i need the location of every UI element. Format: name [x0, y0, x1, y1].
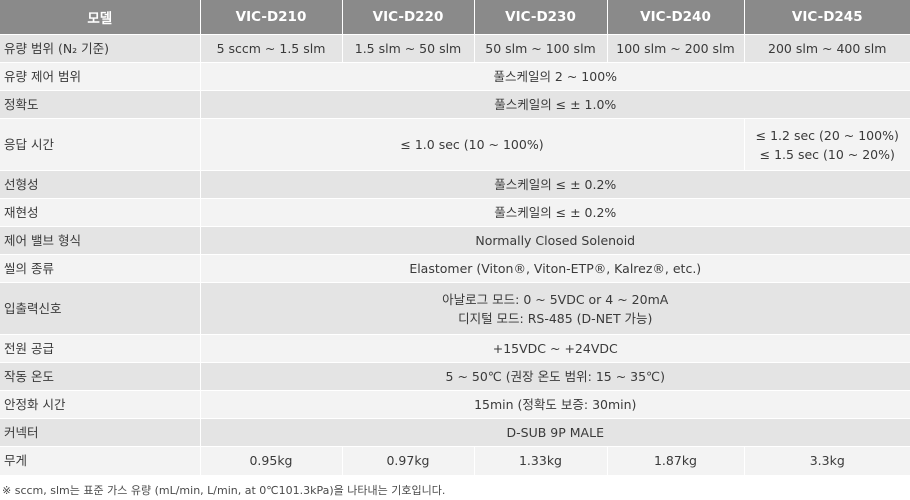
value-control-range: 풀스케일의 2 ~ 100% [200, 62, 910, 91]
value-connector: D-SUB 9P MALE [200, 418, 910, 447]
label-io-signal: 입출력신호 [0, 282, 201, 335]
header-row: 모델 VIC-D210 VIC-D220 VIC-D230 VIC-D240 V… [0, 0, 910, 35]
value-flow-range-d240: 100 slm ~ 200 slm [607, 34, 745, 63]
response-time-d245-line1: ≤ 1.2 sec (20 ~ 100%) [755, 127, 899, 143]
value-repeatability: 풀스케일의 ≤ ± 0.2% [200, 198, 910, 227]
label-warmup: 안정화 시간 [0, 390, 201, 419]
value-flow-range-d220: 1.5 slm ~ 50 slm [342, 34, 475, 63]
value-linearity: 풀스케일의 ≤ ± 0.2% [200, 170, 910, 199]
response-time-d245-line2: ≤ 1.5 sec (10 ~ 20%) [759, 146, 895, 162]
row-warmup: 안정화 시간 15min (정확도 보증: 30min) [0, 390, 910, 419]
value-warmup: 15min (정확도 보증: 30min) [200, 390, 910, 419]
value-response-time-d245: ≤ 1.2 sec (20 ~ 100%) ≤ 1.5 sec (10 ~ 20… [744, 118, 910, 171]
row-response-time: 응답 시간 ≤ 1.0 sec (10 ~ 100%) ≤ 1.2 sec (2… [0, 118, 910, 171]
label-operating-temp: 작동 온도 [0, 362, 201, 391]
spec-table: 모델 VIC-D210 VIC-D220 VIC-D230 VIC-D240 V… [0, 0, 910, 475]
row-seal-type: 씰의 종류 Elastomer (Viton®, Viton-ETP®, Kal… [0, 254, 910, 283]
header-model-vic-d230: VIC-D230 [474, 0, 608, 35]
value-weight-d210: 0.95kg [200, 446, 343, 475]
value-response-time: ≤ 1.0 sec (10 ~ 100%) [200, 118, 745, 171]
row-valve-type: 제어 밸브 형식 Normally Closed Solenoid [0, 226, 910, 255]
value-operating-temp: 5 ~ 50℃ (권장 온도 범위: 15 ~ 35℃) [200, 362, 910, 391]
value-weight-d220: 0.97kg [342, 446, 475, 475]
io-signal-digital: 디지털 모드: RS-485 (D-NET 가능) [458, 310, 653, 326]
value-io-signal: 아날로그 모드: 0 ~ 5VDC or 4 ~ 20mA 디지털 모드: RS… [200, 282, 910, 335]
row-operating-temp: 작동 온도 5 ~ 50℃ (권장 온도 범위: 15 ~ 35℃) [0, 362, 910, 391]
label-weight: 무게 [0, 446, 201, 475]
row-connector: 커넥터 D-SUB 9P MALE [0, 418, 910, 447]
label-connector: 커넥터 [0, 418, 201, 447]
label-accuracy: 정확도 [0, 90, 201, 119]
label-seal-type: 씰의 종류 [0, 254, 201, 283]
label-valve-type: 제어 밸브 형식 [0, 226, 201, 255]
label-control-range: 유량 제어 범위 [0, 62, 201, 91]
value-power: +15VDC ~ +24VDC [200, 334, 910, 363]
row-power: 전원 공급 +15VDC ~ +24VDC [0, 334, 910, 363]
value-valve-type: Normally Closed Solenoid [200, 226, 910, 255]
label-linearity: 선형성 [0, 170, 201, 199]
row-accuracy: 정확도 풀스케일의 ≤ ± 1.0% [0, 90, 910, 119]
header-model: 모델 [0, 0, 201, 35]
value-accuracy: 풀스케일의 ≤ ± 1.0% [200, 90, 910, 119]
label-repeatability: 재현성 [0, 198, 201, 227]
value-weight-d240: 1.87kg [607, 446, 745, 475]
header-model-vic-d220: VIC-D220 [342, 0, 475, 35]
value-flow-range-d210: 5 sccm ~ 1.5 slm [200, 34, 343, 63]
io-signal-analog: 아날로그 모드: 0 ~ 5VDC or 4 ~ 20mA [442, 291, 669, 307]
value-flow-range-d245: 200 slm ~ 400 slm [744, 34, 910, 63]
value-seal-type: Elastomer (Viton®, Viton-ETP®, Kalrez®, … [200, 254, 910, 283]
footnote: ※ sccm, slm는 표준 가스 유량 (mL/min, L/min, at… [2, 484, 446, 497]
row-weight: 무게 0.95kg 0.97kg 1.33kg 1.87kg 3.3kg [0, 446, 910, 475]
row-flow-range: 유량 범위 (N₂ 기준) 5 sccm ~ 1.5 slm 1.5 slm ~… [0, 34, 910, 63]
row-repeatability: 재현성 풀스케일의 ≤ ± 0.2% [0, 198, 910, 227]
row-control-range: 유량 제어 범위 풀스케일의 2 ~ 100% [0, 62, 910, 91]
header-model-vic-d210: VIC-D210 [200, 0, 343, 35]
label-response-time: 응답 시간 [0, 118, 201, 171]
value-weight-d245: 3.3kg [744, 446, 910, 475]
row-io-signal: 입출력신호 아날로그 모드: 0 ~ 5VDC or 4 ~ 20mA 디지털 … [0, 282, 910, 335]
row-linearity: 선형성 풀스케일의 ≤ ± 0.2% [0, 170, 910, 199]
header-model-vic-d245: VIC-D245 [744, 0, 910, 35]
value-flow-range-d230: 50 slm ~ 100 slm [474, 34, 608, 63]
label-flow-range: 유량 범위 (N₂ 기준) [0, 34, 201, 63]
value-weight-d230: 1.33kg [474, 446, 608, 475]
header-model-vic-d240: VIC-D240 [607, 0, 745, 35]
label-power: 전원 공급 [0, 334, 201, 363]
